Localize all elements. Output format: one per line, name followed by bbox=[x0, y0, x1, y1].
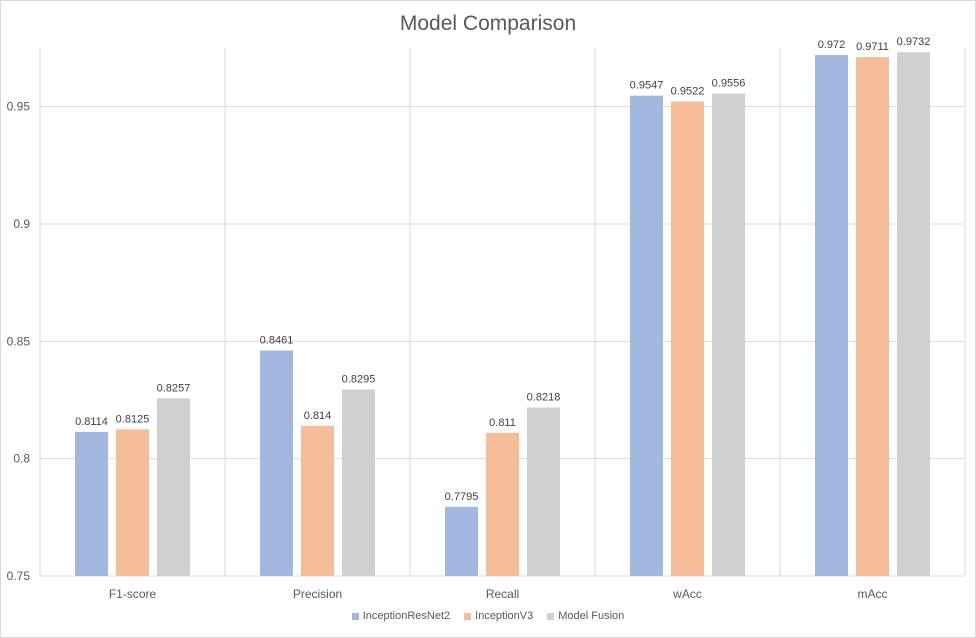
bar bbox=[671, 101, 704, 576]
x-tick-label: mAcc bbox=[858, 587, 888, 601]
legend-item-model-fusion: Model Fusion bbox=[547, 610, 624, 622]
data-label: 0.9711 bbox=[856, 41, 889, 53]
bar bbox=[342, 389, 375, 576]
bar bbox=[75, 431, 108, 576]
legend-item-inceptionresnet2: InceptionResNet2 bbox=[351, 610, 451, 622]
bar bbox=[260, 350, 293, 576]
data-label: 0.9732 bbox=[897, 36, 931, 48]
legend-item-inceptionv3: InceptionV3 bbox=[464, 610, 533, 622]
x-tick-label: F1-score bbox=[109, 587, 157, 601]
y-tick-label: 0.85 bbox=[7, 334, 31, 348]
bar bbox=[486, 432, 519, 576]
bar bbox=[301, 425, 334, 576]
bar bbox=[116, 429, 149, 576]
legend-label-model-fusion: Model Fusion bbox=[558, 610, 625, 622]
bar bbox=[856, 57, 889, 577]
chart-legend: InceptionResNet2 InceptionV3 Model Fusio… bbox=[0, 610, 976, 622]
chart-title: Model Comparison bbox=[399, 12, 577, 35]
data-label: 0.7795 bbox=[445, 491, 479, 503]
bar bbox=[712, 93, 745, 576]
bar bbox=[445, 506, 478, 576]
data-label: 0.8114 bbox=[75, 416, 108, 428]
bar bbox=[630, 95, 663, 577]
data-label: 0.8295 bbox=[342, 373, 376, 385]
x-tick-label: Recall bbox=[486, 587, 519, 601]
x-tick-label: wAcc bbox=[672, 587, 702, 601]
legend-swatch-inceptionresnet2 bbox=[351, 612, 359, 620]
legend-label-inceptionresnet2: InceptionResNet2 bbox=[362, 610, 451, 622]
y-tick-label: 0.75 bbox=[7, 569, 31, 583]
data-label: 0.972 bbox=[818, 39, 846, 51]
data-label: 0.8461 bbox=[260, 334, 294, 346]
data-label: 0.9547 bbox=[630, 80, 664, 92]
bar bbox=[897, 52, 930, 576]
data-label: 0.814 bbox=[304, 410, 332, 422]
data-label: 0.811 bbox=[489, 417, 516, 429]
bar bbox=[815, 55, 848, 577]
data-label: 0.8257 bbox=[157, 382, 191, 394]
data-label: 0.8125 bbox=[116, 413, 150, 425]
bar bbox=[157, 398, 190, 576]
data-label: 0.8218 bbox=[527, 392, 561, 404]
data-label: 0.9556 bbox=[712, 78, 746, 90]
y-tick-label: 0.8 bbox=[13, 452, 30, 466]
bar bbox=[527, 407, 560, 576]
legend-label-inceptionv3: InceptionV3 bbox=[475, 610, 534, 622]
data-label: 0.9522 bbox=[671, 86, 705, 98]
x-tick-label: Precision bbox=[293, 587, 342, 601]
y-tick-label: 0.9 bbox=[13, 217, 30, 231]
legend-swatch-inceptionv3 bbox=[464, 612, 472, 620]
y-tick-label: 0.95 bbox=[7, 100, 31, 114]
legend-swatch-model-fusion bbox=[547, 612, 555, 620]
